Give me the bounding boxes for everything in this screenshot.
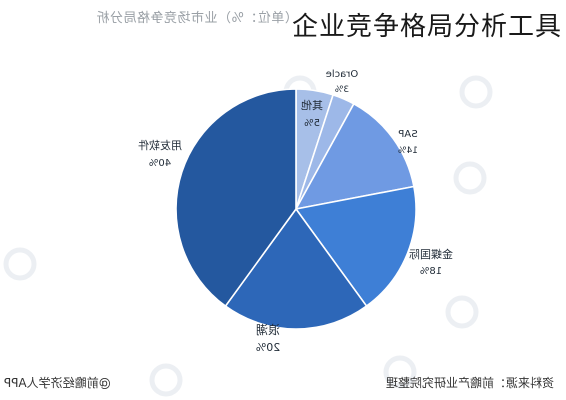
slice-value-label: 18% xyxy=(420,266,442,277)
slice-value-label: 40% xyxy=(149,158,171,169)
slice-label-group-1: 其他 5% xyxy=(301,99,323,129)
watermark-mark-3 xyxy=(3,247,37,281)
slice-value-label: 20% xyxy=(256,341,280,354)
overlay-title: 企业竞争格局分析工具 xyxy=(291,12,562,42)
pie-slices xyxy=(175,88,417,330)
slice-value-label: 5% xyxy=(304,118,320,129)
pie-labels: 其他 5% Oracle 3% SAP 14% 金蝶国际 18% 浪潮 20% 用友软件 40% xyxy=(138,69,453,354)
watermark-mark-5 xyxy=(445,295,479,329)
footer-source: 资料来源：前瞻产业研究院整理 xyxy=(386,376,555,390)
slice-name-label: Oracle xyxy=(326,69,359,80)
slice-label-group-2: Oracle 3% xyxy=(326,69,359,95)
pie-slice-6 xyxy=(175,88,297,308)
slice-value-label: 14% xyxy=(398,146,418,156)
pie-slice-3 xyxy=(294,102,415,211)
slice-label-group-5: 浪潮 20% xyxy=(256,322,280,354)
pie-slice-5 xyxy=(224,207,368,330)
slice-label-group-3: SAP 14% xyxy=(398,129,418,156)
slice-label-group-4: 金蝶国际 18% xyxy=(409,247,453,277)
watermark-mark-2 xyxy=(459,75,493,109)
slice-name-label: SAP xyxy=(398,129,417,140)
pie-slice-4 xyxy=(294,185,417,308)
slice-name-label: 其他 xyxy=(301,99,323,112)
slice-label-group-6: 用友软件 40% xyxy=(138,138,182,169)
slice-name-label: 浪潮 xyxy=(256,322,280,337)
watermark-mark-7 xyxy=(383,355,417,389)
watermark-mark-6 xyxy=(149,363,183,397)
footer-app-credit: @前瞻经济学人APP xyxy=(4,376,111,390)
slice-name-label: 金蝶国际 xyxy=(409,247,453,261)
slice-value-label: 3% xyxy=(334,85,349,95)
slice-name-label: 用友软件 xyxy=(138,138,182,152)
watermark-mark-4 xyxy=(453,161,487,195)
